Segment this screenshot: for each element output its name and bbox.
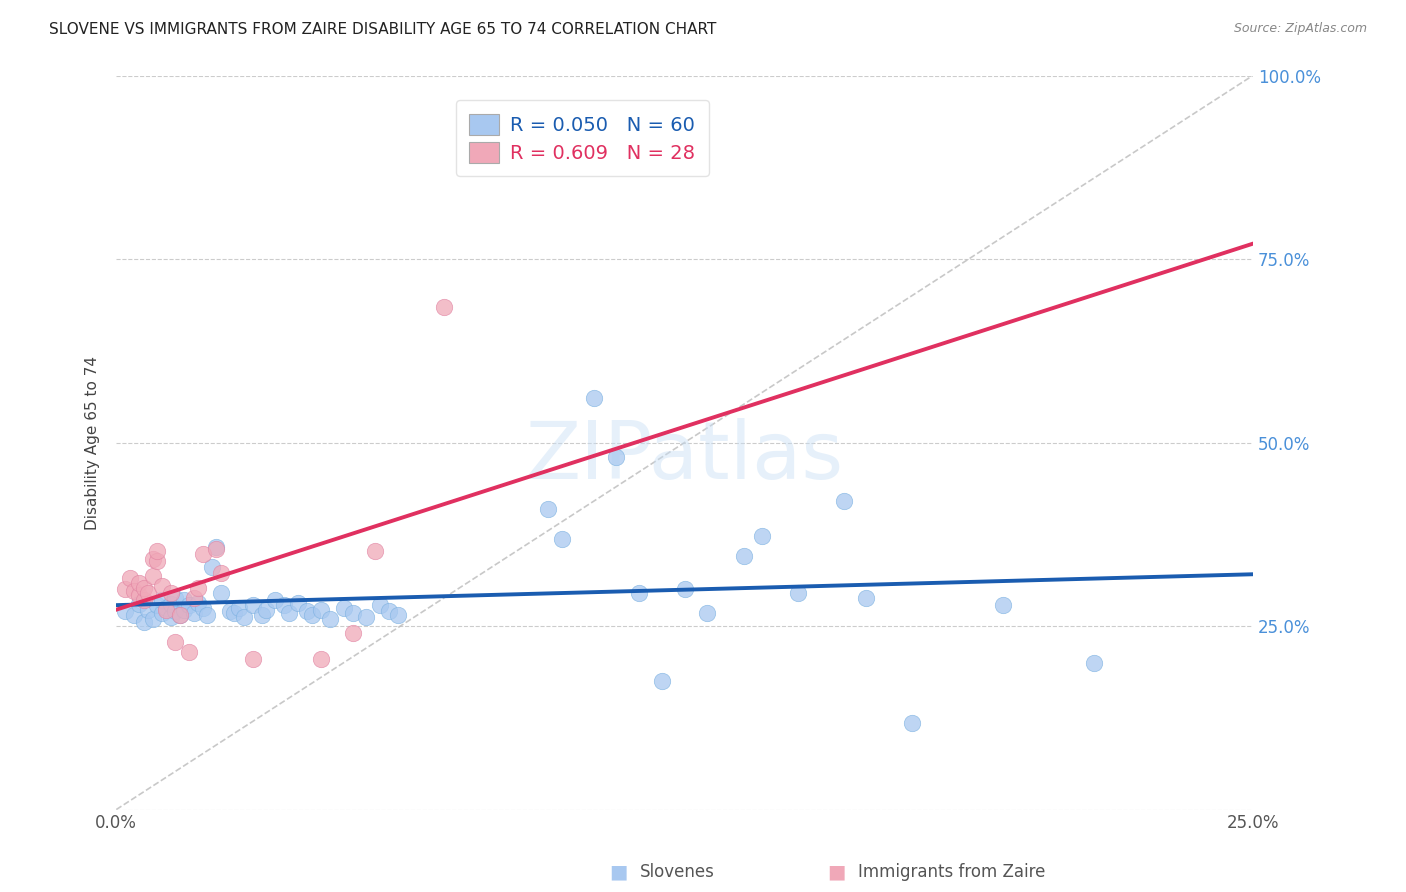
Point <box>165 635 187 649</box>
Point <box>319 612 342 626</box>
Point <box>387 607 409 622</box>
Point <box>128 576 150 591</box>
Point <box>356 610 378 624</box>
Point <box>342 626 364 640</box>
Point <box>232 610 254 624</box>
Text: Slovenes: Slovenes <box>640 863 714 881</box>
Point <box>177 645 200 659</box>
Point <box>146 599 169 613</box>
Point <box>165 591 187 606</box>
Text: SLOVENE VS IMMIGRANTS FROM ZAIRE DISABILITY AGE 65 TO 74 CORRELATION CHART: SLOVENE VS IMMIGRANTS FROM ZAIRE DISABIL… <box>49 22 717 37</box>
Y-axis label: Disability Age 65 to 74: Disability Age 65 to 74 <box>86 356 100 530</box>
Point <box>155 600 177 615</box>
Point <box>537 501 560 516</box>
Point <box>114 582 136 597</box>
Point <box>142 569 165 583</box>
Point <box>150 593 173 607</box>
Point <box>155 603 177 617</box>
Text: ■: ■ <box>827 863 846 882</box>
Point <box>191 547 214 561</box>
Point <box>142 612 165 626</box>
Point <box>205 540 228 554</box>
Point <box>855 591 877 606</box>
Point <box>128 588 150 602</box>
Point <box>250 607 273 622</box>
Point <box>159 610 181 624</box>
Point <box>651 674 673 689</box>
Point <box>628 586 651 600</box>
Point <box>254 603 277 617</box>
Point <box>901 715 924 730</box>
Point <box>142 551 165 566</box>
Text: Immigrants from Zaire: Immigrants from Zaire <box>858 863 1045 881</box>
Point <box>378 604 401 618</box>
Point <box>278 606 301 620</box>
Point <box>582 392 605 406</box>
Point <box>124 607 146 622</box>
Point <box>136 603 159 617</box>
Point <box>169 607 191 622</box>
Point <box>183 591 205 606</box>
Point <box>128 597 150 611</box>
Point <box>118 571 141 585</box>
Point <box>673 582 696 597</box>
Point <box>264 593 287 607</box>
Point <box>368 599 391 613</box>
Text: ZIPatlas: ZIPatlas <box>526 418 844 496</box>
Point <box>195 607 218 622</box>
Point <box>173 593 195 607</box>
Text: Source: ZipAtlas.com: Source: ZipAtlas.com <box>1233 22 1367 36</box>
Point <box>132 581 155 595</box>
Point <box>228 600 250 615</box>
Point <box>114 604 136 618</box>
Point <box>605 450 627 465</box>
Legend: R = 0.050   N = 60, R = 0.609   N = 28: R = 0.050 N = 60, R = 0.609 N = 28 <box>456 100 709 177</box>
Point <box>173 603 195 617</box>
Point <box>733 549 755 564</box>
Point <box>169 607 191 622</box>
Point <box>309 652 332 666</box>
Point <box>187 581 209 595</box>
Point <box>146 554 169 568</box>
Point <box>159 586 181 600</box>
Point <box>273 599 295 613</box>
Point <box>177 599 200 613</box>
Point <box>342 606 364 620</box>
Point <box>191 600 214 615</box>
Point <box>242 652 264 666</box>
Point <box>551 533 574 547</box>
Point <box>165 604 187 618</box>
Point <box>787 586 810 600</box>
Point <box>364 544 387 558</box>
Point <box>242 599 264 613</box>
Point <box>991 599 1014 613</box>
Point <box>301 607 323 622</box>
Point <box>332 600 354 615</box>
Point <box>150 606 173 620</box>
Point <box>201 560 224 574</box>
Point <box>209 566 232 581</box>
Point <box>187 595 209 609</box>
Point <box>751 529 773 543</box>
Point <box>287 595 309 609</box>
Point <box>224 606 246 620</box>
Point <box>309 603 332 617</box>
Point <box>150 579 173 593</box>
Point <box>297 604 319 618</box>
Point <box>132 615 155 630</box>
Point <box>136 586 159 600</box>
Point <box>132 593 155 607</box>
Point <box>183 606 205 620</box>
Point <box>832 494 855 508</box>
Point <box>209 586 232 600</box>
Point <box>146 544 169 558</box>
Point <box>1083 656 1105 670</box>
Point <box>696 606 718 620</box>
Point <box>219 604 242 618</box>
Point <box>205 541 228 556</box>
Point <box>159 597 181 611</box>
Point <box>433 300 456 314</box>
Point <box>124 583 146 598</box>
Text: ■: ■ <box>609 863 628 882</box>
